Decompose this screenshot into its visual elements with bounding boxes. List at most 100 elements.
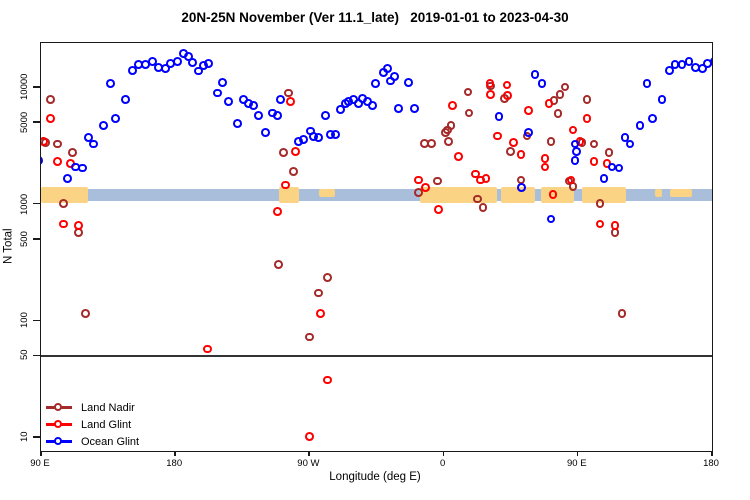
point-land-glint [502,80,512,90]
point-ocean-glint [111,113,120,123]
legend-label: Land Glint [81,418,132,431]
point-ocean-glint [254,111,263,120]
map-band-land [500,187,535,203]
point-ocean-glint [599,174,609,183]
point-land-nadir [617,309,627,318]
point-ocean-glint [635,121,645,130]
point-land-nadir [444,137,454,147]
legend-circle-icon [54,419,63,428]
point-land-glint [566,175,576,185]
point-land-glint [481,174,491,183]
x-axis-title: Longitude (deg E) [329,471,421,483]
point-land-nadir [560,82,570,92]
point-land-glint [323,375,333,385]
point-land-glint [291,147,300,156]
point-land-nadir [604,148,614,157]
x-axis-tick [442,451,445,456]
point-land-nadir [589,139,599,149]
point-ocean-glint [233,118,242,128]
point-land-glint [548,190,558,199]
x-axis-tick-label: 90 W [297,458,320,469]
point-land-glint [502,90,512,100]
point-ocean-glint [697,63,707,73]
point-ocean-glint [336,105,346,115]
plot-inner [41,43,712,451]
y-axis-tick [33,202,40,205]
y-axis-tick-label: 10 [19,431,30,443]
point-ocean-glint [173,57,182,66]
map-band-land [670,189,692,197]
point-land-nadir [555,89,565,99]
legend: Land Nadir Land Glint Ocean Glint [46,399,139,450]
point-ocean-glint [224,97,233,107]
point-ocean-glint [194,66,203,76]
point-ocean-glint [614,163,624,173]
point-ocean-glint [213,88,222,98]
point-ocean-glint [276,95,285,105]
point-ocean-glint [299,135,308,144]
point-ocean-glint [709,57,712,66]
point-land-nadir [446,121,456,130]
point-ocean-glint [383,63,393,73]
point-land-glint [286,97,295,107]
point-ocean-glint [368,100,378,110]
point-land-glint [524,106,534,115]
point-land-nadir [506,147,516,156]
y-axis-tick [33,86,40,88]
point-ocean-glint [77,163,87,173]
point-land-nadir [58,199,68,209]
point-ocean-glint [249,100,258,110]
point-ocean-glint [620,133,630,142]
legend-item-ocean-glint: Ocean Glint [46,433,139,450]
plot-area [40,42,713,452]
y-axis-tick-label: 1000 [19,193,30,215]
point-land-nadir [546,137,556,147]
reference-line-n50 [41,355,712,358]
y-axis-tick-label: 10000 [19,73,30,101]
point-land-glint [281,180,290,190]
legend-item-land-nadir: Land Nadir [46,399,139,416]
point-land-glint [41,137,48,147]
point-ocean-glint [273,111,282,120]
y-axis-tick-label: 100 [19,312,30,329]
x-axis-tick [174,451,176,456]
point-ocean-glint [161,63,170,73]
point-ocean-glint [120,95,130,105]
point-land-nadir [274,260,283,270]
point-land-glint [582,113,592,123]
map-band-land [319,189,336,197]
map-band-land [655,189,662,197]
point-land-nadir [323,272,333,282]
point-land-nadir [52,139,62,149]
point-land-glint [540,162,550,172]
point-land-nadir [464,108,474,118]
point-land-glint [493,131,503,141]
point-ocean-glint [494,112,504,121]
point-ocean-glint [390,72,400,81]
point-ocean-glint [410,103,420,113]
point-land-glint [45,113,55,123]
point-land-nadir [80,309,90,318]
point-land-nadir [427,138,437,148]
legend-label: Land Nadir [81,401,135,414]
point-ocean-glint [331,130,340,140]
point-land-glint [610,221,620,230]
point-ocean-glint [517,183,527,192]
x-axis-tick-label: 180 [166,458,183,469]
point-ocean-glint [62,174,72,183]
point-land-nadir [582,95,592,105]
point-land-glint [486,89,496,99]
map-band-land [581,187,626,203]
point-land-nadir [595,199,605,209]
point-land-nadir [67,148,77,157]
point-land-nadir [314,288,323,298]
legend-circle-icon [54,402,63,411]
point-ocean-glint [371,79,381,89]
point-land-glint [73,221,83,230]
point-ocean-glint [570,156,580,165]
x-axis-tick [576,451,579,456]
point-land-nadir [463,87,473,97]
map-band-land [279,187,300,203]
point-ocean-glint [98,121,108,130]
